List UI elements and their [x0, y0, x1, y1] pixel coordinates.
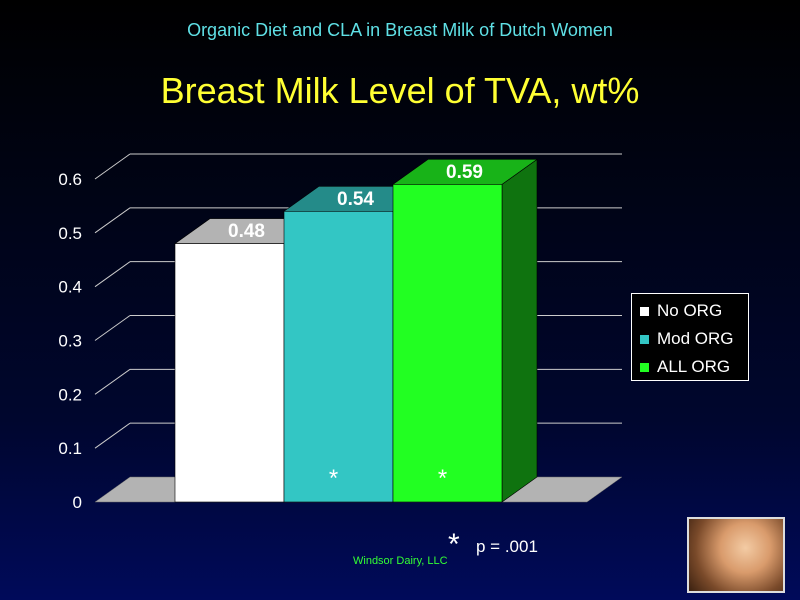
- legend-item-all-org: ALL ORG: [632, 353, 748, 381]
- data-labels: 0.48 0.54 0.59: [228, 162, 483, 242]
- bar: [283, 211, 394, 503]
- legend-swatch: [639, 361, 650, 373]
- y-tick-label: 0.2: [58, 385, 82, 404]
- data-label: 0.54: [337, 189, 374, 210]
- chart-legend: No ORG Mod ORG ALL ORG: [631, 293, 749, 381]
- y-tick-label: 0.5: [58, 224, 82, 243]
- legend-label: Mod ORG: [657, 329, 734, 348]
- bar: [174, 243, 285, 503]
- data-label: 0.59: [446, 162, 483, 183]
- legend-item-mod-org: Mod ORG: [632, 325, 748, 353]
- y-tick-label: 0.1: [58, 439, 82, 458]
- credit-text: Windsor Dairy, LLC: [353, 555, 448, 567]
- gridline-side: [94, 368, 131, 395]
- bar-side: [501, 158, 538, 503]
- legend-swatch: [639, 305, 650, 317]
- significance-marker: *: [329, 465, 338, 492]
- footnote-marker: *: [448, 528, 460, 561]
- y-tick-label: 0: [73, 493, 82, 512]
- y-axis-ticks: 0 0.1 0.2 0.3 0.4 0.5 0.6: [58, 170, 82, 512]
- legend-label: ALL ORG: [657, 357, 731, 376]
- legend-label: No ORG: [657, 301, 723, 320]
- legend-swatch: [639, 333, 650, 345]
- gridline-side: [94, 207, 131, 234]
- chart-bars: [174, 158, 538, 503]
- chart-title: Breast Milk Level of TVA, wt%: [160, 70, 640, 111]
- gridline-side: [94, 315, 131, 341]
- data-label: 0.48: [228, 221, 265, 242]
- gridline-side: [94, 422, 131, 449]
- significance-markers: * *: [329, 465, 447, 492]
- footnote-text: p = .001: [476, 537, 538, 556]
- y-tick-label: 0.3: [58, 332, 82, 351]
- slide-subtitle: Organic Diet and CLA in Breast Milk of D…: [187, 20, 613, 40]
- gridline-side: [94, 261, 131, 288]
- gridline-side: [94, 153, 131, 180]
- baby-photo: [687, 517, 785, 593]
- significance-marker: *: [438, 465, 447, 492]
- bar: [392, 184, 503, 503]
- legend-item-no-org: No ORG: [632, 297, 748, 325]
- y-tick-label: 0.6: [58, 170, 82, 189]
- y-tick-label: 0.4: [58, 278, 82, 297]
